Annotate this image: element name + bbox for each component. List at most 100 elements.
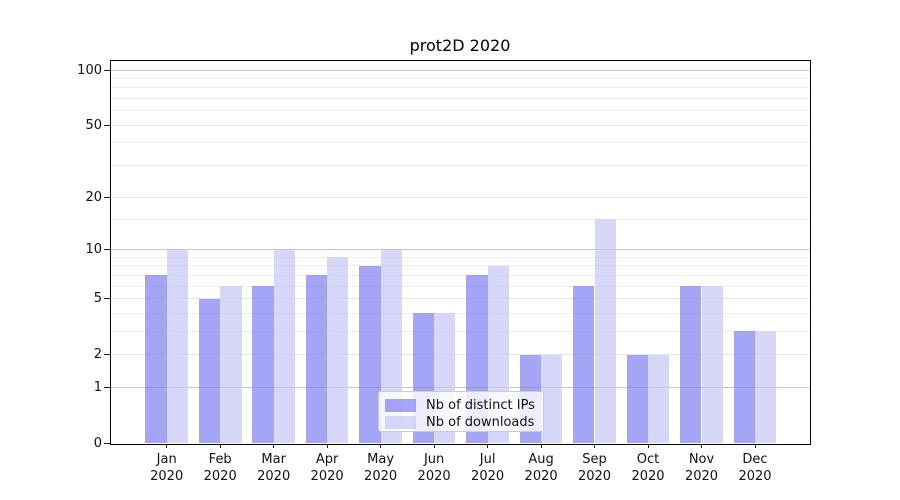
bar-downloads-mar (273, 249, 296, 443)
bar-downloads-nov (701, 286, 723, 443)
bar-downloads-sep (594, 219, 616, 443)
y-tick (104, 297, 111, 299)
legend-item: Nb of downloads (385, 414, 536, 430)
x-tick (647, 444, 649, 448)
gridline-minor (111, 265, 809, 267)
x-tick-label-year: 2020 (364, 468, 398, 484)
gridline-minor (111, 330, 809, 332)
x-tick-label-year: 2020 (524, 468, 558, 484)
x-tick-label-month: Jan (156, 452, 177, 467)
x-tick-label-year: 2020 (417, 468, 451, 484)
y-tick-label: 2 (93, 347, 102, 363)
y-tick (104, 196, 111, 198)
gridline-major (111, 248, 809, 250)
x-tick-label-year: 2020 (631, 468, 665, 484)
bar-downloads-aug (541, 354, 563, 443)
gridline-major (111, 196, 809, 198)
gridline-minor (111, 110, 809, 112)
x-tick-label-year: 2020 (684, 468, 719, 484)
y-tick-label: 1 (93, 379, 102, 395)
x-tick-label: Nov 2020 (670, 452, 734, 485)
x-tick-label-month: Apr (315, 452, 339, 467)
x-tick-label-year: 2020 (738, 468, 772, 484)
x-tick-label: Sep 2020 (563, 452, 627, 485)
legend: Nb of distinct IPs Nb of downloads (378, 391, 544, 432)
gridline-minor (111, 98, 809, 100)
x-tick-label: Aug 2020 (509, 452, 573, 485)
bar-distinct-ips-oct (626, 354, 648, 443)
legend-swatch-distinct-ips (385, 398, 416, 412)
legend-label: Nb of downloads (426, 414, 535, 430)
gridline-major (111, 69, 809, 71)
x-tick-label-month: Feb (208, 452, 232, 467)
x-tick-label: Feb 2020 (188, 452, 252, 485)
bar-downloads-dec (755, 331, 777, 443)
gridline-minor (111, 285, 809, 287)
bar-distinct-ips-jan (145, 275, 167, 443)
x-tick-label-month: Sep (582, 452, 607, 467)
gridline-major (111, 354, 809, 356)
chart-title: prot2D 2020 (409, 36, 511, 55)
bar-downloads-oct (648, 354, 670, 443)
x-tick-label-month: Dec (742, 452, 768, 467)
gridline-major (111, 386, 809, 388)
x-tick (594, 444, 595, 448)
bar-distinct-ips-dec (733, 331, 755, 443)
x-tick (701, 444, 702, 448)
x-tick (487, 444, 489, 448)
x-tick-label: Jul 2020 (456, 452, 520, 485)
bar-downloads-apr (327, 257, 349, 443)
bar-distinct-ips-mar (252, 286, 274, 443)
x-tick-label-month: Oct (636, 452, 660, 467)
gridline-minor (111, 256, 809, 258)
y-tick-label: 10 (85, 241, 102, 257)
gridline-minor (111, 165, 809, 167)
x-tick (166, 444, 168, 448)
x-tick-label-month: Aug (528, 452, 554, 467)
x-tick (540, 444, 542, 448)
x-tick (273, 444, 275, 448)
y-tick (104, 386, 111, 388)
x-tick-label: Jan 2020 (135, 452, 199, 485)
y-tick-label: 5 (93, 290, 102, 306)
gridline-major (111, 297, 809, 299)
x-tick-label-year: 2020 (257, 468, 291, 484)
x-tick-label: Dec 2020 (723, 452, 787, 485)
x-tick (380, 444, 382, 448)
y-tick (104, 354, 111, 356)
y-tick (104, 248, 111, 250)
y-tick (104, 443, 111, 444)
x-tick-label-year: 2020 (150, 468, 184, 484)
gridline-minor (111, 218, 809, 220)
legend-swatch-downloads (385, 415, 416, 429)
x-tick-label: May 2020 (349, 452, 413, 485)
y-tick-label: 100 (77, 62, 102, 78)
gridline-minor (111, 142, 809, 144)
bar-distinct-ips-apr (305, 275, 328, 443)
x-tick (754, 444, 756, 448)
gridline-minor (111, 77, 809, 79)
x-tick-label-month: Jun (423, 452, 445, 467)
x-tick-label-year: 2020 (203, 468, 237, 484)
x-tick (326, 444, 328, 448)
y-tick-label: 0 (93, 436, 102, 451)
x-tick-label: Jun 2020 (402, 452, 466, 485)
bar-distinct-ips-feb (198, 298, 221, 443)
y-tick (104, 69, 111, 71)
x-tick-label: Oct 2020 (616, 452, 680, 485)
gridline-minor (111, 312, 809, 314)
bar-downloads-jan (166, 249, 189, 443)
x-tick-label-month: Nov (688, 452, 715, 467)
x-tick-label-year: 2020 (310, 468, 344, 484)
x-tick-label-year: 2020 (577, 468, 612, 484)
x-tick-label-month: May (367, 452, 395, 467)
x-tick-label-month: Jul (479, 452, 496, 467)
y-tick-label: 50 (85, 117, 102, 133)
gridline-major (111, 124, 809, 126)
bar-distinct-ips-nov (680, 286, 702, 443)
gridline-minor (111, 274, 809, 276)
x-tick-label-month: Mar (261, 452, 286, 467)
x-tick-label: Mar 2020 (242, 452, 306, 485)
bar-downloads-feb (220, 286, 242, 443)
